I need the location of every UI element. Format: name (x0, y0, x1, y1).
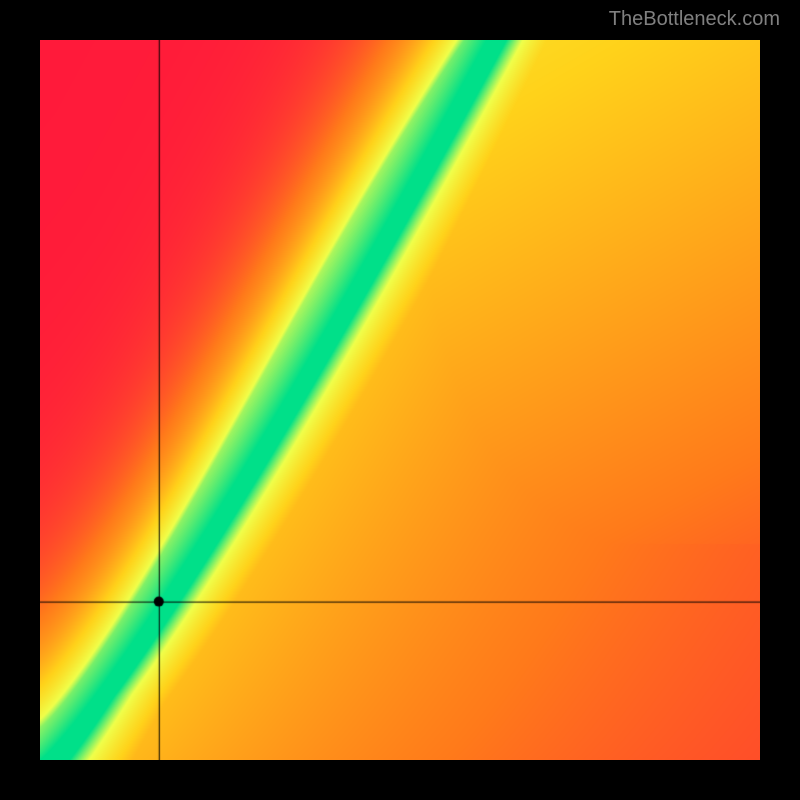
watermark-text: TheBottleneck.com (609, 8, 780, 31)
heatmap-container (40, 40, 760, 760)
bottleneck-heatmap (40, 40, 760, 760)
